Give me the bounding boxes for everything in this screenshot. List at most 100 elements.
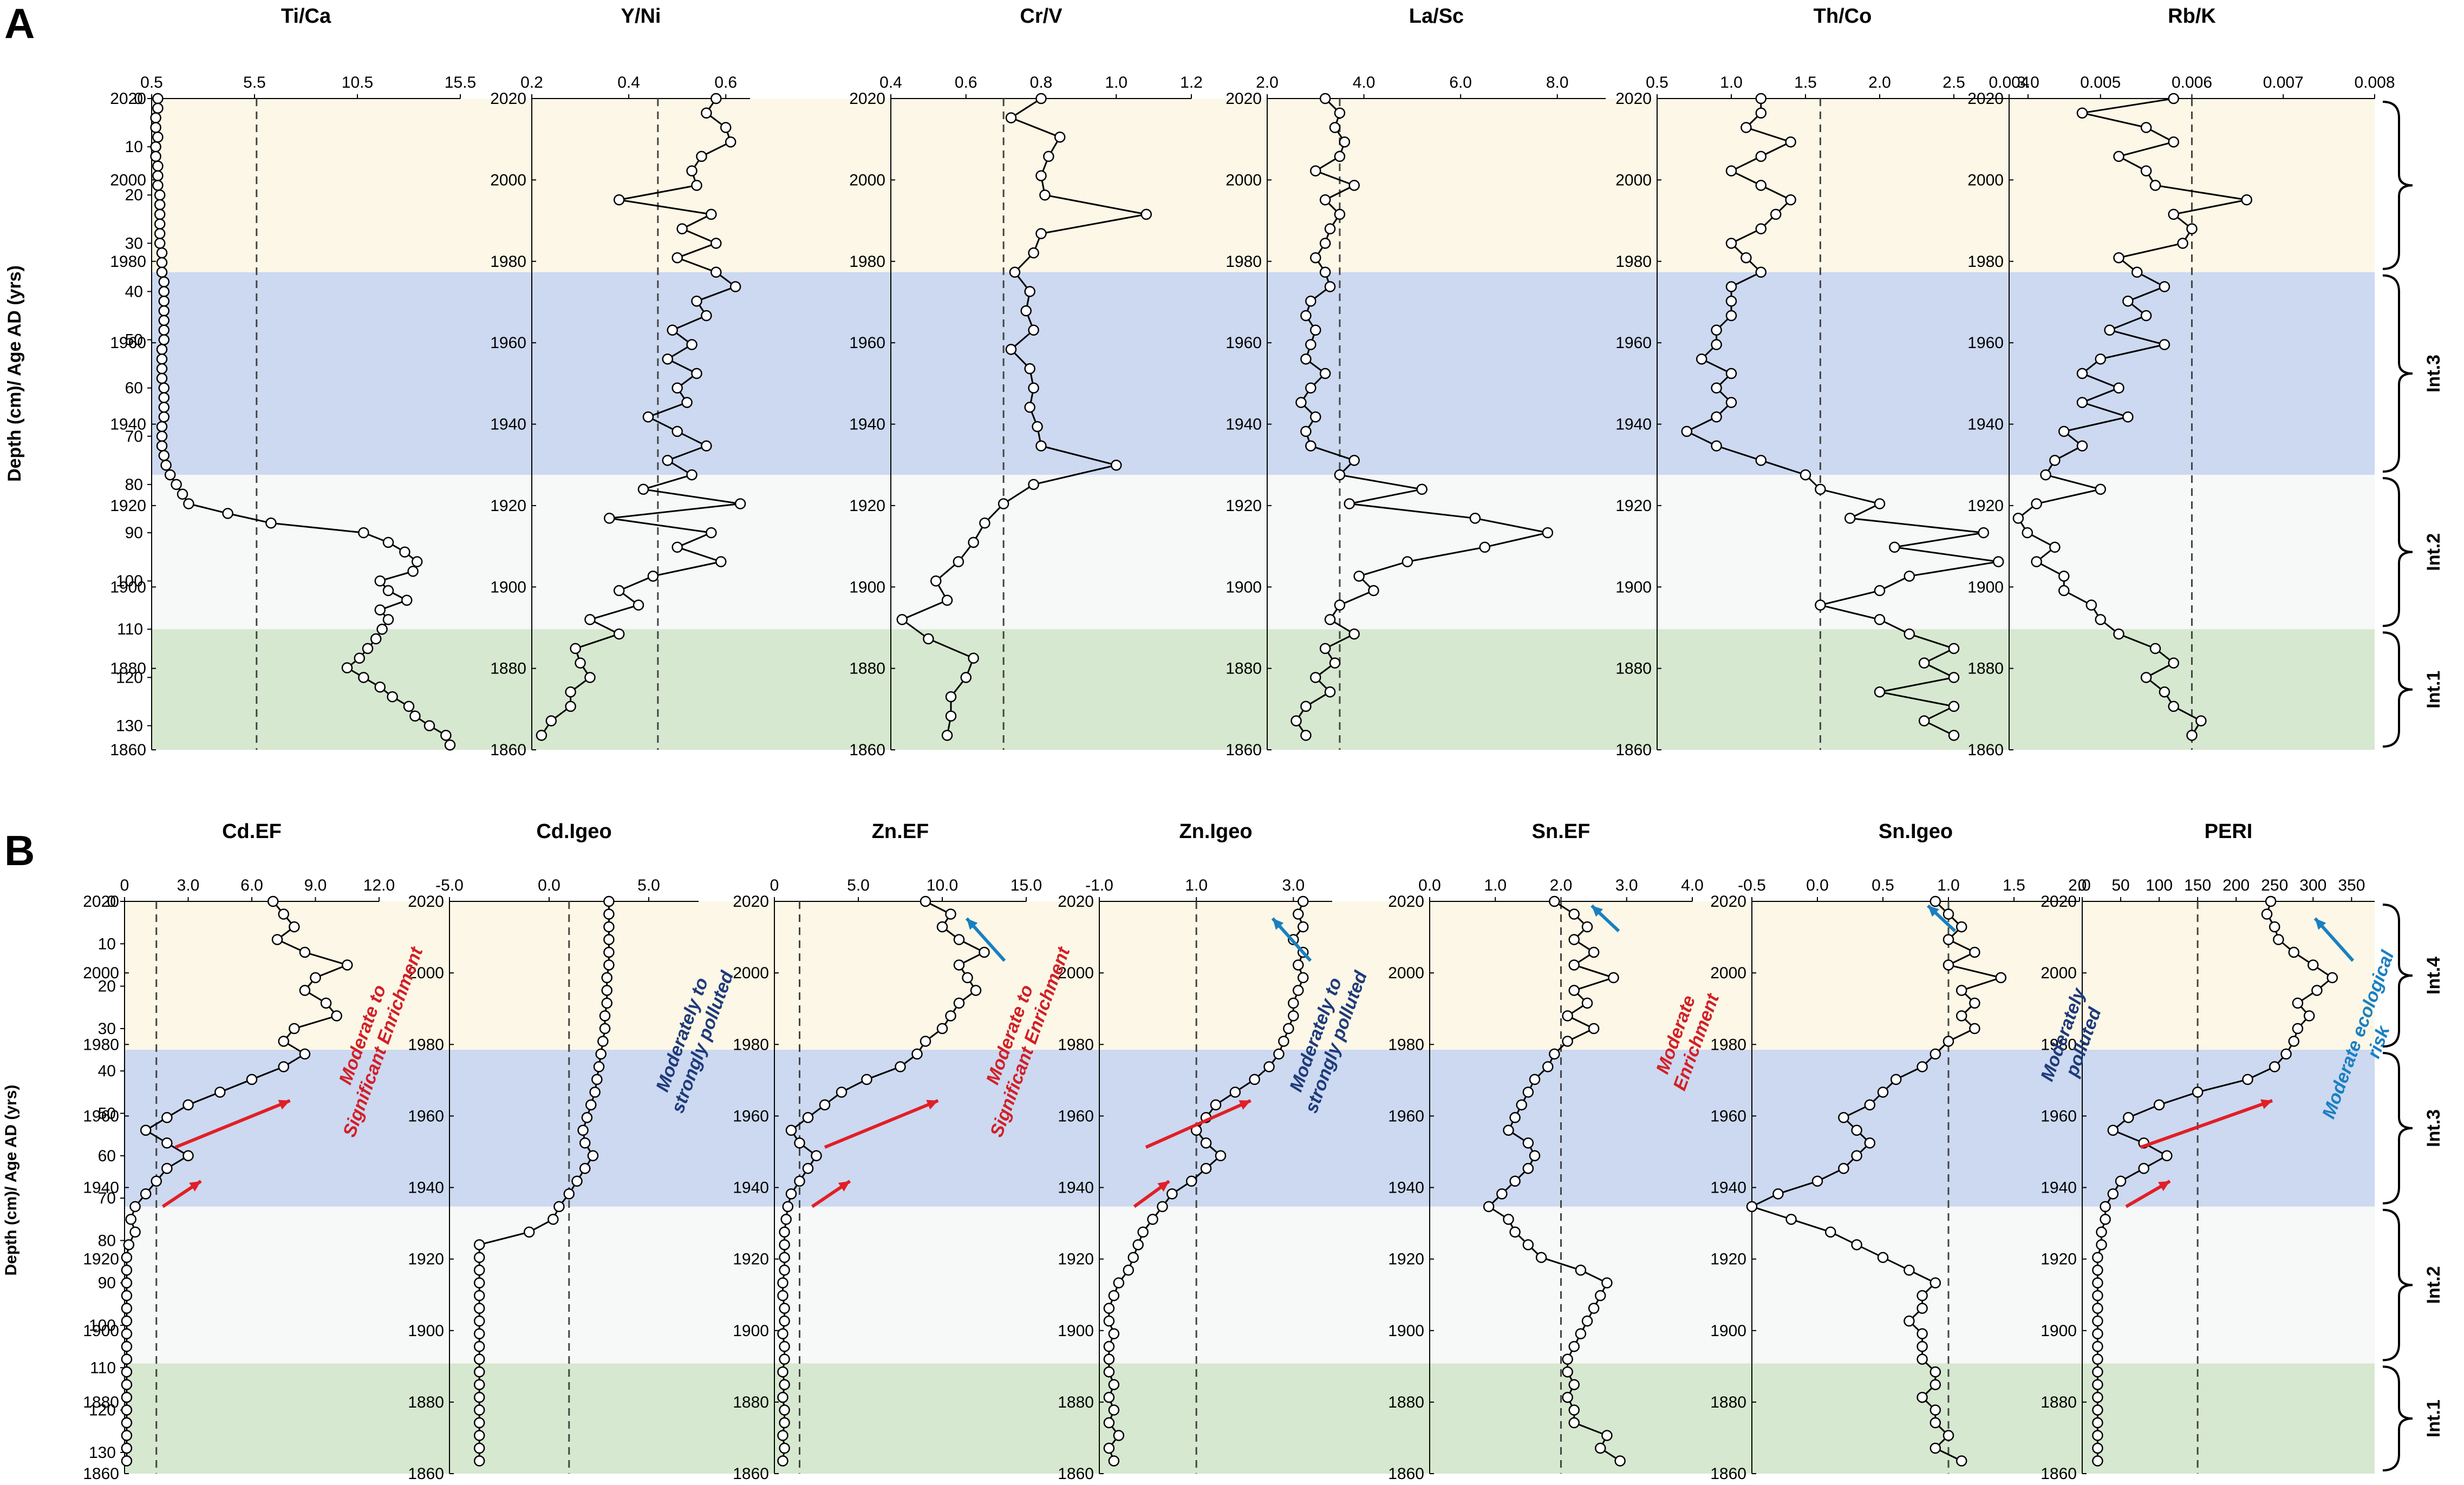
year-tick-label: 1900 <box>1226 578 1262 596</box>
data-point <box>1978 527 1990 539</box>
data-point <box>1132 1239 1144 1251</box>
data-point <box>1305 382 1316 394</box>
data-point <box>1948 643 1960 655</box>
data-point <box>613 194 625 206</box>
year-tick-label: 2000 <box>490 171 526 189</box>
data-point <box>945 710 957 722</box>
data-point <box>1035 228 1047 239</box>
depth-tick-label: 100 <box>116 572 143 590</box>
data-point <box>1562 1010 1573 1022</box>
data-point <box>2049 455 2061 466</box>
data-point <box>794 1175 805 1187</box>
data-point <box>1103 1315 1115 1327</box>
data-point <box>278 908 289 920</box>
data-point <box>1942 908 1954 920</box>
data-point <box>785 1188 797 1200</box>
data-point <box>577 1124 589 1136</box>
x-tick-label: 0.0 <box>1806 876 1829 894</box>
data-point <box>1200 1163 1212 1174</box>
interval-band-int3 <box>152 272 2375 475</box>
data-point <box>473 1264 485 1276</box>
data-point <box>161 1112 173 1123</box>
year-tick-label: 1980 <box>2041 1036 2077 1054</box>
data-point <box>473 1303 485 1314</box>
data-point <box>725 136 736 148</box>
data-point <box>1113 1430 1125 1441</box>
data-point <box>2280 1048 2292 1060</box>
data-point <box>1741 252 1752 264</box>
x-tick-label: 0.6 <box>714 74 737 91</box>
data-point <box>183 498 194 509</box>
data-point <box>706 208 717 220</box>
data-point <box>401 594 413 606</box>
data-point <box>563 1188 575 1200</box>
chart-sn-ef: Sn.EF 0.0 1.0 2.0 3.0 4.0 2020 2000 1980 1960 1940… <box>1388 820 1704 1483</box>
year-tick-label: 1900 <box>1058 1322 1094 1340</box>
depth-tick-label: 90 <box>125 524 143 542</box>
data-point <box>2095 353 2106 365</box>
year-tick-label: 2020 <box>2041 893 2077 911</box>
data-point <box>1838 1163 1849 1174</box>
data-point <box>2092 1264 2103 1276</box>
x-tick-label: 2.0 <box>1550 876 1573 894</box>
data-point <box>802 1112 814 1123</box>
data-point <box>2242 1074 2253 1085</box>
data-point <box>2031 556 2042 567</box>
data-point <box>1300 426 1312 437</box>
data-point <box>1568 1417 1580 1429</box>
depth-tick-label: 60 <box>98 1147 116 1165</box>
data-point <box>1904 1264 1915 1276</box>
year-tick-label: 1900 <box>1967 578 2004 596</box>
data-point <box>545 715 557 727</box>
data-point <box>1874 498 1886 509</box>
data-point <box>953 997 965 1009</box>
data-point <box>246 1074 258 1085</box>
zone-brackets-b: Int.4 Int.3 Int.2 Int.1 <box>2382 904 2444 1471</box>
x-tick-label: 6.0 <box>240 876 263 894</box>
x-tick-label: 15.0 <box>1011 876 1042 894</box>
year-tick-label: 1920 <box>408 1251 444 1268</box>
data-point <box>579 1137 591 1149</box>
year-tick-label: 1940 <box>1710 1179 1746 1197</box>
data-point <box>941 594 953 606</box>
data-point <box>362 643 374 655</box>
data-point <box>1416 483 1427 495</box>
data-point <box>696 151 707 162</box>
data-point <box>1103 1303 1115 1314</box>
data-point <box>121 1417 133 1429</box>
data-point <box>2292 997 2304 1009</box>
depth-tick-label: 70 <box>125 428 143 446</box>
data-point <box>1329 122 1341 133</box>
year-tick-label: 1920 <box>83 1251 119 1268</box>
chart-panels: 0 10 20 30 40 50 60 70 80 90 100 110 120 130 0 10 20 30 40… <box>83 5 2395 1483</box>
data-point <box>156 363 168 375</box>
data-point <box>1319 643 1331 655</box>
depth-tick-label: 120 <box>89 1402 116 1419</box>
data-point <box>1601 1277 1613 1288</box>
data-point <box>1319 368 1331 380</box>
data-point <box>1711 324 1722 336</box>
x-tick-label: 1.0 <box>1937 876 1960 894</box>
data-point <box>473 1252 485 1263</box>
data-point <box>121 1391 133 1403</box>
x-tick-label: 0.004 <box>1989 74 2029 91</box>
data-point <box>1864 1099 1876 1111</box>
data-point <box>1969 1023 1980 1035</box>
year-tick-label: 2020 <box>1967 90 2004 108</box>
data-point <box>1725 397 1737 408</box>
data-point <box>150 141 161 153</box>
data-point <box>1108 1404 1120 1416</box>
data-point <box>158 402 170 413</box>
data-point <box>1588 1023 1600 1035</box>
year-tick-label: 2020 <box>1226 90 1262 108</box>
data-point <box>1103 1340 1115 1352</box>
x-tick-label: 1.2 <box>1180 74 1203 91</box>
data-point <box>1568 959 1580 971</box>
x-tick-label: 6.0 <box>1449 74 1472 91</box>
data-point <box>1562 1391 1573 1403</box>
data-point <box>222 508 233 519</box>
year-tick-label: 1940 <box>490 416 526 434</box>
panel-a-label: A <box>4 0 35 47</box>
zone-bracket <box>2382 274 2413 473</box>
zone-label: Int.3 <box>2423 1109 2444 1147</box>
